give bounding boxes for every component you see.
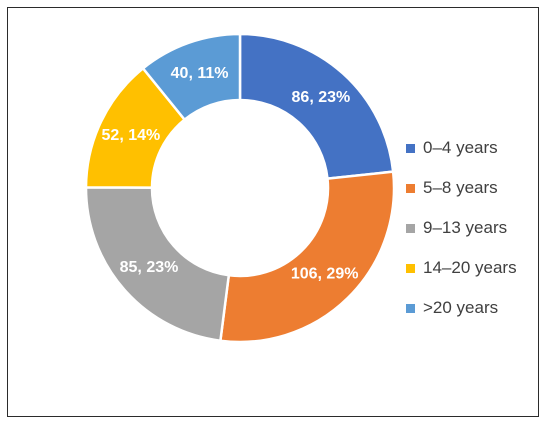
data-label-20-years: 40, 11% [171, 65, 229, 82]
legend-label: >20 years [423, 298, 499, 317]
donut-slice-0-4-years [238, 32, 395, 181]
legend-item-20-years: >20 years [406, 288, 517, 328]
legend-item-0-4-years: 0–4 years [406, 128, 517, 168]
donut-chart: 86, 23% 106, 29% 85, 23% 52, 14% 40, 11% [84, 32, 396, 344]
legend-label: 14–20 years [423, 258, 517, 277]
data-label-5-8-years: 106, 29% [291, 266, 359, 283]
donut-slice-20-years [141, 32, 242, 122]
data-label-0-4-years: 86, 23% [292, 89, 351, 106]
legend-label: 0–4 years [423, 138, 498, 157]
donut-slices [84, 32, 396, 344]
data-label-14-20-years: 52, 14% [102, 127, 161, 144]
legend-swatch [406, 263, 415, 273]
legend-item-5-8-years: 5–8 years [406, 168, 517, 208]
legend-swatch [406, 303, 415, 313]
chart-legend: 0–4 years 5–8 years 9–13 years 14–20 years >… [406, 128, 517, 328]
data-label-9-13-years: 85, 23% [120, 259, 179, 276]
legend-label: 9–13 years [423, 218, 508, 237]
donut-slice-9-13-years [84, 186, 231, 343]
legend-swatch [406, 183, 415, 193]
legend-swatch [406, 143, 415, 153]
chart-frame: 86, 23% 106, 29% 85, 23% 52, 14% 40, 11% 0–4… [7, 7, 539, 417]
donut-data-labels: 86, 23% 106, 29% 85, 23% 52, 14% 40, 11% [102, 65, 359, 283]
legend-item-14-20-years: 14–20 years [406, 248, 517, 288]
donut-slice-5-8-years [218, 170, 396, 344]
legend-label: 5–8 years [423, 178, 498, 197]
legend-swatch [406, 223, 415, 233]
legend-item-9-13-years: 9–13 years [406, 208, 517, 248]
